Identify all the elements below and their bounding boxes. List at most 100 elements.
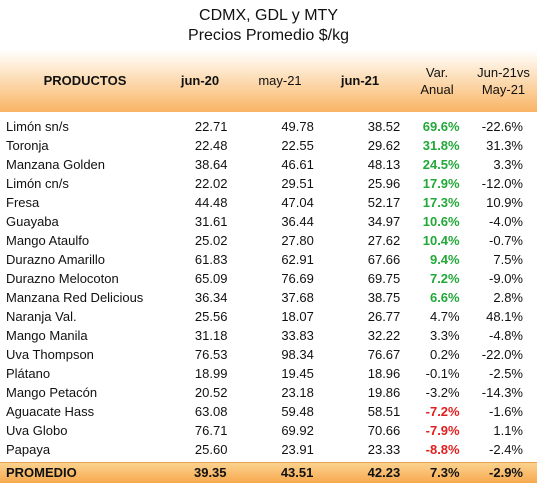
price-jun21: 48.13 [367, 157, 401, 172]
table-row: Limón cn/s 22.02 29.51 25.96 17.9% -12.0% [0, 174, 537, 193]
product-name: Plátano [6, 366, 51, 381]
product-name: Naranja Val. [6, 309, 77, 324]
table-row: Uva Thompson 76.53 98.34 76.67 0.2% -22.0% [0, 345, 537, 364]
footer-may21: 43.51 [280, 465, 314, 480]
var-anual: 6.6% [429, 290, 460, 305]
jun-vs-may: -4.8% [489, 328, 523, 343]
price-may21: 62.91 [281, 252, 314, 267]
jun-vs-may: -9.0% [489, 271, 523, 286]
price-jun21: 58.51 [367, 404, 401, 419]
header-var-anual: Var. Anual [402, 64, 472, 98]
table-title: CDMX, GDL y MTY [199, 7, 338, 24]
product-name: Durazno Melocoton [6, 271, 119, 286]
price-jun20: 18.99 [194, 366, 228, 381]
price-table: Limón sn/s 22.71 49.78 38.52 69.6% -22.6% Toro… [0, 117, 537, 459]
price-may21: 47.04 [281, 195, 314, 210]
footer-label: PROMEDIO [6, 465, 77, 480]
price-may21: 37.68 [281, 290, 314, 305]
product-name: Aguacate Hass [6, 404, 95, 419]
product-name: Limón cn/s [6, 176, 69, 191]
price-may21: 19.45 [281, 366, 314, 381]
jun-vs-may: -14.3% [481, 385, 523, 400]
product-name: Limón sn/s [6, 119, 69, 134]
header-jun20: jun-20 [180, 73, 220, 88]
price-jun21: 38.52 [367, 119, 401, 134]
price-jun21: 19.86 [367, 385, 401, 400]
product-name: Guayaba [6, 214, 59, 229]
table-row: Durazno Amarillo 61.83 62.91 67.66 9.4% 7.5% [0, 250, 537, 269]
price-may21: 76.69 [281, 271, 314, 286]
product-name: Mango Petacón [6, 385, 98, 400]
table-row: Papaya 25.60 23.91 23.33 -8.8% -2.4% [0, 440, 537, 459]
price-may21: 27.80 [281, 233, 314, 248]
table-row: Aguacate Hass 63.08 59.48 58.51 -7.2% -1.6% [0, 402, 537, 421]
table-row: Durazno Melocoton 65.09 76.69 69.75 7.2% -9.0… [0, 269, 537, 288]
jun-vs-may: 3.3% [493, 157, 523, 172]
header-var-line1: Var. [425, 65, 449, 80]
footer-jun20: 39.35 [193, 465, 227, 480]
price-may21: 46.61 [281, 157, 314, 172]
price-jun20: 38.64 [194, 157, 228, 172]
price-jun20: 31.61 [194, 214, 228, 229]
price-may21: 22.55 [281, 138, 314, 153]
price-may21: 18.07 [281, 309, 314, 324]
price-jun21: 38.75 [367, 290, 401, 305]
header-jun-vs-may: Jun-21vs May-21 [470, 64, 537, 98]
jun-vs-may: 7.5% [493, 252, 523, 267]
var-anual: 31.8% [422, 138, 460, 153]
price-jun20: 36.34 [194, 290, 228, 305]
price-jun21: 27.62 [367, 233, 401, 248]
product-name: Papaya [6, 442, 51, 457]
table-row: Mango Petacón 20.52 23.18 19.86 -3.2% -14.3% [0, 383, 537, 402]
price-jun20: 25.60 [194, 442, 228, 457]
table-subtitle: Precios Promedio $/kg [188, 27, 349, 44]
price-may21: 98.34 [281, 347, 314, 362]
price-jun20: 25.56 [194, 309, 228, 324]
product-name: Durazno Amarillo [6, 252, 105, 267]
price-jun20: 63.08 [194, 404, 228, 419]
table-row: Guayaba 31.61 36.44 34.97 10.6% -4.0% [0, 212, 537, 231]
footer-cmp: -2.9% [489, 465, 523, 480]
var-anual: -7.2% [425, 404, 460, 419]
header-cmp-line2: May-21 [481, 82, 526, 97]
var-anual: -0.1% [425, 366, 460, 381]
jun-vs-may: -1.6% [489, 404, 523, 419]
var-anual: 0.2% [429, 347, 460, 362]
table-row: Manzana Golden 38.64 46.61 48.13 24.5% 3.3% [0, 155, 537, 174]
price-jun20: 20.52 [194, 385, 228, 400]
jun-vs-may: 48.1% [486, 309, 523, 324]
var-anual: 24.5% [422, 157, 460, 172]
product-name: Mango Ataulfo [6, 233, 90, 248]
price-jun20: 25.02 [194, 233, 228, 248]
table-header: PRODUCTOS jun-20 may-21 jun-21 Var. Anua… [0, 50, 537, 112]
table-row: Plátano 18.99 19.45 18.96 -0.1% -2.5% [0, 364, 537, 383]
footer-jun21: 42.23 [367, 465, 401, 480]
table-row: Toronja 22.48 22.55 29.62 31.8% 31.3% [0, 136, 537, 155]
price-jun20: 31.18 [194, 328, 228, 343]
var-anual: -3.2% [425, 385, 460, 400]
price-jun20: 61.83 [194, 252, 228, 267]
jun-vs-may: 10.9% [486, 195, 523, 210]
price-may21: 59.48 [281, 404, 314, 419]
price-jun21: 52.17 [367, 195, 401, 210]
price-jun21: 23.33 [367, 442, 401, 457]
jun-vs-may: 1.1% [493, 423, 523, 438]
table-row: Manzana Red Delicious 36.34 37.68 38.75 6.6%… [0, 288, 537, 307]
var-anual: 17.9% [422, 176, 460, 191]
table-row: Fresa 44.48 47.04 52.17 17.3% 10.9% [0, 193, 537, 212]
jun-vs-may: -4.0% [489, 214, 523, 229]
var-anual: 9.4% [429, 252, 460, 267]
product-name: Manzana Red Delicious [6, 290, 144, 305]
price-may21: 36.44 [281, 214, 314, 229]
price-jun21: 67.66 [367, 252, 401, 267]
var-anual: -8.8% [425, 442, 460, 457]
price-may21: 69.92 [281, 423, 314, 438]
price-jun20: 22.02 [194, 176, 228, 191]
var-anual: 3.3% [429, 328, 460, 343]
price-jun21: 26.77 [367, 309, 401, 324]
jun-vs-may: 31.3% [486, 138, 523, 153]
var-anual: 4.7% [429, 309, 460, 324]
header-cmp-line1: Jun-21vs [477, 65, 530, 80]
product-name: Fresa [6, 195, 40, 210]
jun-vs-may: -22.6% [481, 119, 523, 134]
